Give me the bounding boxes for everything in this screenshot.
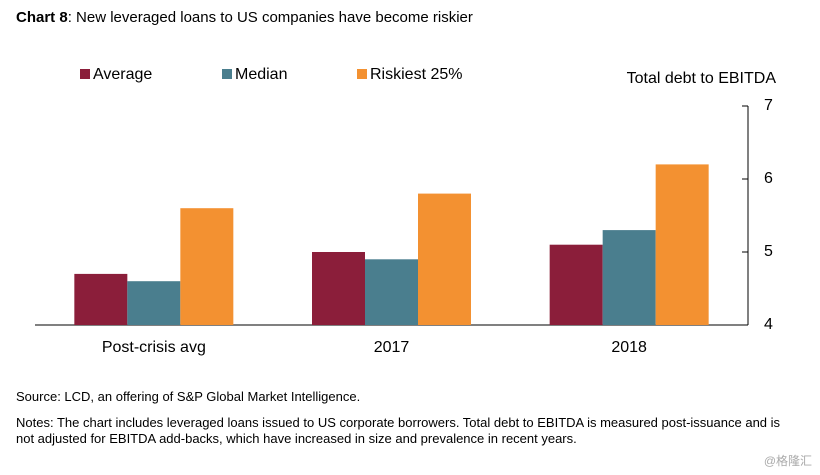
title-text: : New leveraged loans to US companies ha…	[67, 9, 473, 26]
notes: Notes: The chart includes leveraged loan…	[16, 415, 781, 446]
y-axis-label: Total debt to EBITDA	[627, 70, 777, 87]
bar	[127, 281, 181, 325]
x-tick-label: Post-crisis avg	[102, 339, 206, 356]
legend-label: Riskiest 25%	[370, 66, 462, 83]
y-tick-label: 6	[764, 170, 773, 187]
legend-label: Average	[93, 66, 152, 83]
bar	[655, 164, 709, 325]
chart-title: Chart 8: New leveraged loans to US compa…	[16, 9, 473, 26]
bar	[602, 230, 656, 325]
y-tick-label: 4	[764, 316, 773, 333]
y-tick-label: 7	[764, 97, 773, 114]
x-tick-label: 2018	[611, 339, 647, 356]
bar	[74, 273, 128, 325]
bar	[365, 259, 418, 325]
legend-swatch	[357, 69, 367, 79]
source: Source: LCD, an offering of S&P Global M…	[16, 389, 361, 404]
legend-swatch	[80, 69, 90, 79]
bar	[418, 193, 471, 325]
bar	[312, 252, 365, 325]
bar	[549, 244, 603, 325]
x-tick-label: 2017	[374, 339, 410, 356]
chart-label: Chart 8	[16, 9, 68, 26]
legend-label: Median	[235, 66, 287, 83]
y-tick-label: 5	[764, 243, 773, 260]
legend-swatch	[222, 69, 232, 79]
watermark: @格隆汇	[763, 454, 812, 468]
bar	[180, 208, 234, 325]
